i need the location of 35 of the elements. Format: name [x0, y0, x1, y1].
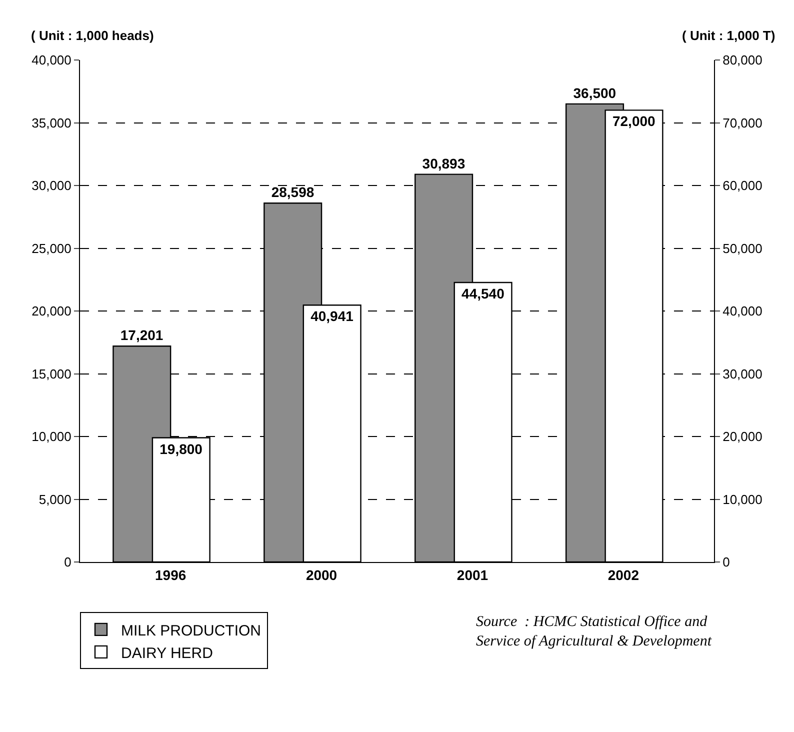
x-tick-label: 2001	[456, 566, 488, 583]
y-tick-label: 5,000	[38, 492, 72, 507]
x-tick-label: 2002	[608, 566, 640, 583]
data-label: 17,201	[120, 327, 164, 344]
y2-tick-label: 50,000	[722, 240, 762, 256]
data-label: 28,598	[271, 184, 314, 200]
data-label: 30,893	[422, 155, 466, 172]
data-label: 72,000	[612, 113, 656, 130]
y-tick-label: 35,000	[32, 115, 72, 130]
y-tick-label: 15,000	[32, 366, 72, 382]
x-tick-label: 2000	[306, 566, 338, 583]
data-label: 36,500	[573, 84, 616, 101]
y-axis-title: ( Unit : 1,000 heads)	[31, 28, 154, 43]
y-tick-label: 20,000	[32, 304, 72, 319]
data-label: 44,540	[462, 286, 505, 302]
y2-tick-label: 20,000	[722, 429, 762, 444]
y2-tick-label: 30,000	[722, 366, 762, 382]
x-tick-label: 1996	[154, 566, 186, 583]
y-tick-label: 25,000	[32, 240, 72, 256]
y-tick-label: 0	[64, 554, 72, 570]
legend-label: DAIRY HERD	[121, 644, 214, 662]
data-label: 19,800	[160, 440, 203, 457]
data-label: 40,941	[310, 308, 354, 324]
y-tick-label: 30,000	[32, 178, 72, 194]
y-tick-label: 40,000	[32, 52, 72, 68]
y2-tick-label: 80,000	[722, 52, 762, 68]
source-note: Source : HCMC Statistical Office and Service of Agricultural & Development	[476, 614, 712, 650]
y2-tick-label: 70,000	[722, 115, 762, 130]
y2-tick-label: 10,000	[722, 492, 762, 507]
y2-tick-label: 40,000	[722, 304, 762, 319]
y-tick-label: 10,000	[32, 429, 72, 444]
legend-label: MILK PRODUCTION	[121, 622, 262, 640]
y2-axis-title: ( Unit : 1,000 T)	[682, 28, 776, 43]
y2-tick-label: 0	[722, 554, 730, 570]
y2-tick-label: 60,000	[722, 178, 762, 194]
